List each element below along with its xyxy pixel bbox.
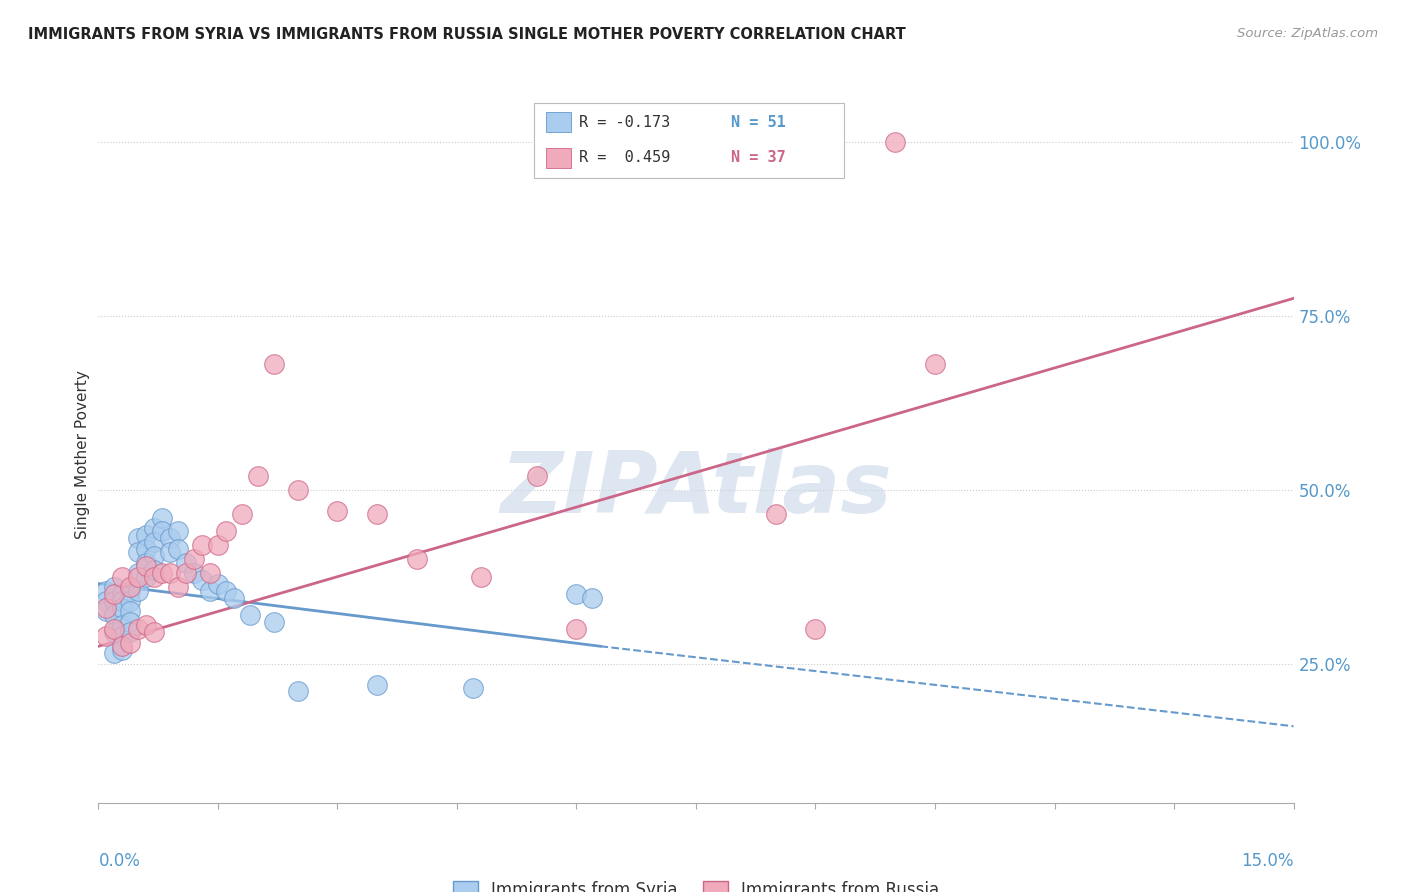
- Point: [326, 503, 349, 517]
- Point: [103, 594, 125, 608]
- Point: [143, 521, 166, 535]
- Point: [120, 625, 142, 640]
- Text: IMMIGRANTS FROM SYRIA VS IMMIGRANTS FROM RUSSIA SINGLE MOTHER POVERTY CORRELATIO: IMMIGRANTS FROM SYRIA VS IMMIGRANTS FROM…: [28, 27, 905, 42]
- Point: [96, 629, 118, 643]
- Point: [239, 607, 262, 622]
- Point: [366, 507, 388, 521]
- Point: [150, 524, 173, 539]
- Point: [183, 566, 205, 581]
- Point: [143, 549, 166, 563]
- Point: [924, 358, 946, 372]
- Point: [135, 570, 157, 584]
- Point: [263, 358, 285, 372]
- Point: [96, 594, 118, 608]
- Point: [135, 559, 157, 574]
- Point: [135, 556, 157, 570]
- Point: [96, 601, 118, 615]
- Point: [207, 576, 229, 591]
- Point: [135, 528, 157, 542]
- Point: [127, 566, 149, 581]
- Point: [215, 583, 238, 598]
- Y-axis label: Single Mother Poverty: Single Mother Poverty: [75, 370, 90, 540]
- Text: ZIPAtlas: ZIPAtlas: [501, 448, 891, 532]
- Point: [120, 583, 142, 598]
- Point: [120, 594, 142, 608]
- Point: [198, 583, 221, 598]
- Point: [191, 538, 214, 552]
- Point: [111, 601, 134, 615]
- Point: [263, 615, 285, 629]
- Point: [804, 622, 827, 636]
- Point: [183, 552, 205, 566]
- Point: [103, 646, 125, 660]
- Point: [127, 545, 149, 559]
- Point: [96, 583, 118, 598]
- Point: [159, 566, 181, 581]
- Point: [526, 468, 548, 483]
- Point: [103, 580, 125, 594]
- Text: R = -0.173: R = -0.173: [579, 115, 671, 129]
- Point: [565, 622, 588, 636]
- Point: [287, 483, 309, 497]
- Point: [565, 587, 588, 601]
- Point: [167, 580, 190, 594]
- Point: [103, 607, 125, 622]
- Point: [111, 594, 134, 608]
- Point: [127, 532, 149, 546]
- Point: [765, 507, 787, 521]
- Point: [120, 605, 142, 619]
- Point: [143, 625, 166, 640]
- Point: [103, 587, 125, 601]
- Point: [231, 507, 253, 521]
- Point: [111, 629, 134, 643]
- Point: [143, 570, 166, 584]
- Point: [143, 563, 166, 577]
- Text: Source: ZipAtlas.com: Source: ZipAtlas.com: [1237, 27, 1378, 40]
- Point: [215, 524, 238, 539]
- Point: [366, 677, 388, 691]
- Point: [167, 524, 190, 539]
- Point: [159, 532, 181, 546]
- Point: [103, 625, 125, 640]
- Point: [581, 591, 603, 605]
- Point: [167, 541, 190, 556]
- Text: R =  0.459: R = 0.459: [579, 151, 671, 165]
- Point: [461, 681, 484, 695]
- Point: [111, 639, 134, 653]
- Point: [143, 535, 166, 549]
- Point: [150, 510, 173, 524]
- Point: [174, 566, 197, 581]
- Point: [111, 570, 134, 584]
- Text: N = 37: N = 37: [731, 151, 786, 165]
- Point: [127, 583, 149, 598]
- Point: [406, 552, 429, 566]
- Legend: Immigrants from Syria, Immigrants from Russia: Immigrants from Syria, Immigrants from R…: [453, 880, 939, 892]
- Point: [103, 622, 125, 636]
- Point: [135, 541, 157, 556]
- Point: [174, 556, 197, 570]
- Point: [127, 622, 149, 636]
- Point: [96, 605, 118, 619]
- Point: [120, 615, 142, 629]
- Point: [246, 468, 269, 483]
- Point: [111, 587, 134, 601]
- Point: [198, 566, 221, 581]
- Point: [135, 618, 157, 632]
- Text: N = 51: N = 51: [731, 115, 786, 129]
- Point: [470, 570, 492, 584]
- Point: [120, 580, 142, 594]
- Point: [111, 618, 134, 632]
- Point: [111, 642, 134, 657]
- Text: 15.0%: 15.0%: [1241, 852, 1294, 870]
- Point: [207, 538, 229, 552]
- Point: [159, 545, 181, 559]
- Point: [222, 591, 245, 605]
- Point: [120, 636, 142, 650]
- Point: [191, 573, 214, 587]
- Point: [287, 684, 309, 698]
- Point: [150, 566, 173, 581]
- Text: 0.0%: 0.0%: [98, 852, 141, 870]
- Point: [884, 135, 907, 149]
- Point: [127, 570, 149, 584]
